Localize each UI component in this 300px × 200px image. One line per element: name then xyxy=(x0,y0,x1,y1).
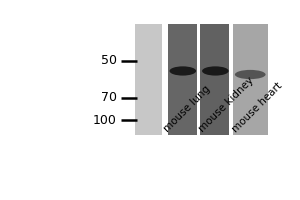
Text: 100: 100 xyxy=(93,114,117,127)
Ellipse shape xyxy=(235,70,266,79)
Text: mouse kidney: mouse kidney xyxy=(197,75,255,134)
Text: mouse lung: mouse lung xyxy=(162,84,212,134)
Bar xyxy=(168,24,198,135)
Bar xyxy=(233,24,268,135)
Text: 50: 50 xyxy=(100,54,117,67)
Bar xyxy=(135,24,163,135)
Text: 70: 70 xyxy=(100,91,117,104)
Bar xyxy=(162,24,164,135)
Bar xyxy=(200,24,230,135)
Ellipse shape xyxy=(169,66,196,76)
Text: mouse heart: mouse heart xyxy=(230,80,284,134)
Ellipse shape xyxy=(202,66,229,76)
Bar xyxy=(229,24,232,135)
Bar xyxy=(197,24,199,135)
